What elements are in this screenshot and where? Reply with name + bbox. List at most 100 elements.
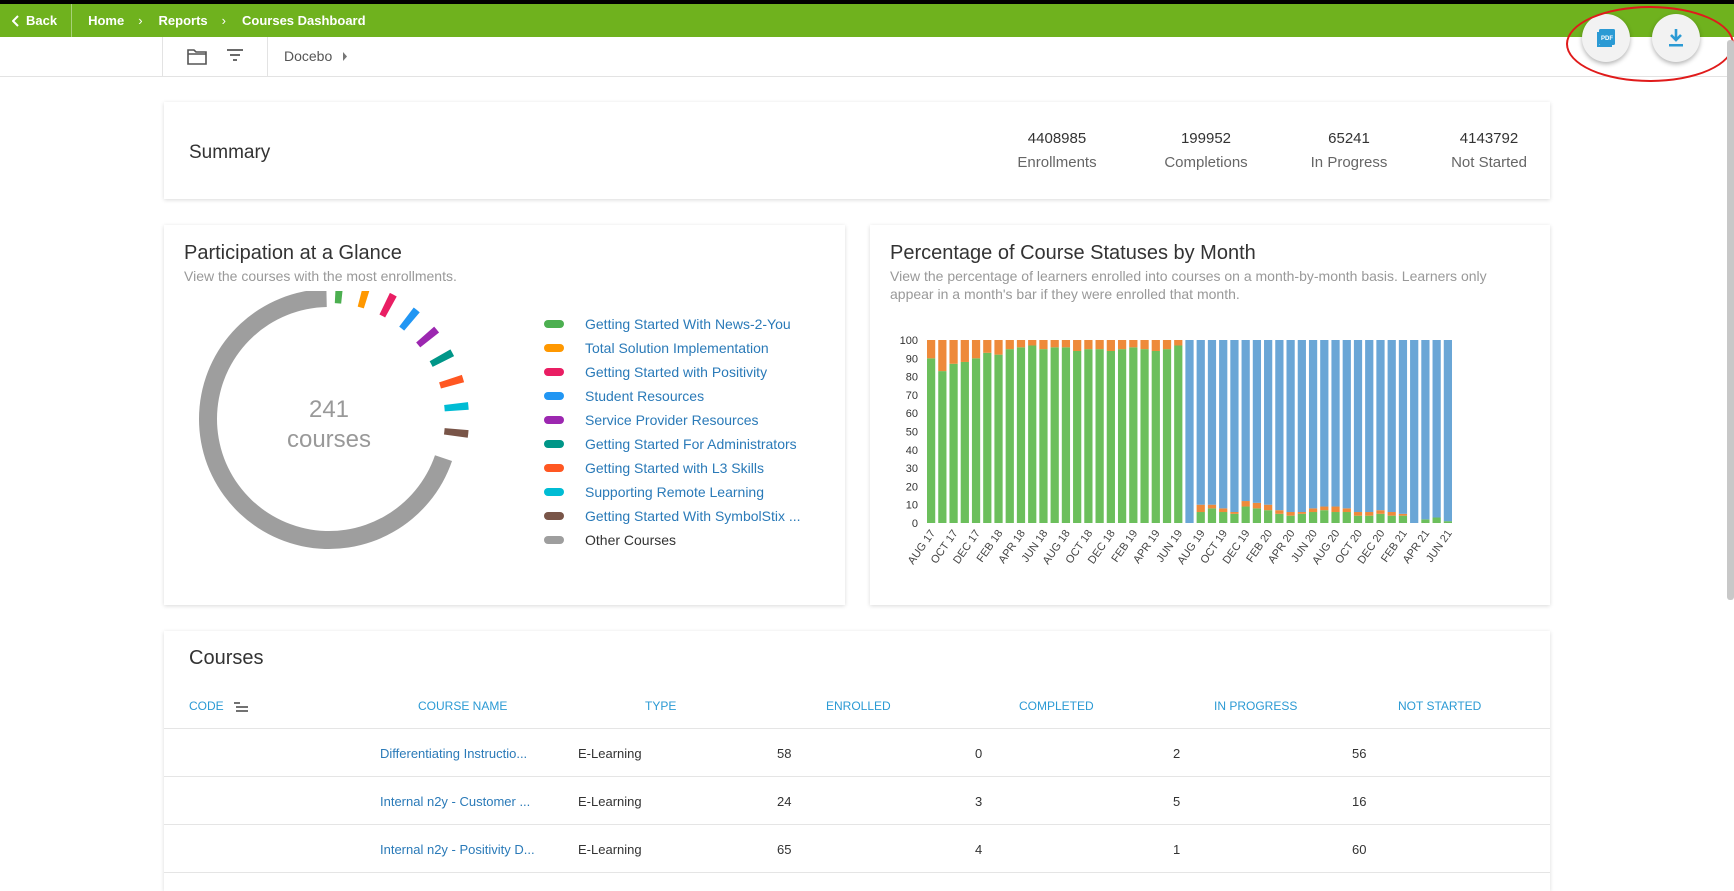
bar-segment[interactable] <box>1117 340 1127 350</box>
bar-segment[interactable] <box>938 340 947 372</box>
donut-slice[interactable] <box>429 349 455 367</box>
bar-segment[interactable] <box>1365 340 1374 513</box>
table-row[interactable]: Internal n2y - Positivity D... E-Learnin… <box>164 825 1550 873</box>
legend-item[interactable]: Supporting Remote Learning <box>544 480 801 504</box>
table-row[interactable]: Differentiating Instructio... E-Learning… <box>164 729 1550 777</box>
bar-segment[interactable] <box>1264 510 1273 523</box>
bar-segment[interactable] <box>1286 340 1295 513</box>
bar-segment[interactable] <box>1387 512 1396 516</box>
bar-segment[interactable] <box>1174 345 1183 523</box>
bar-segment[interactable] <box>1219 508 1228 513</box>
bar-segment[interactable] <box>1320 340 1329 507</box>
bar-segment[interactable] <box>1207 504 1217 509</box>
bar-segment[interactable] <box>1264 504 1273 511</box>
bar-segment[interactable] <box>1230 513 1239 523</box>
legend-item[interactable]: Getting Started With SymbolStix ... <box>544 504 801 528</box>
column-header-completed[interactable]: COMPLETED <box>1019 699 1094 713</box>
bar-segment[interactable] <box>1387 515 1396 523</box>
bar-segment[interactable] <box>1432 340 1441 518</box>
cell-course-name[interactable]: Internal n2y - Positivity D... <box>380 842 535 857</box>
legend-item[interactable]: Getting Started with Positivity <box>544 360 801 384</box>
bar-segment[interactable] <box>1286 515 1295 523</box>
bar-segment[interactable] <box>1028 345 1037 523</box>
bar-segment[interactable] <box>1398 513 1408 516</box>
bar-segment[interactable] <box>1061 347 1071 523</box>
bar-segment[interactable] <box>1084 349 1093 523</box>
bar-segment[interactable] <box>1196 504 1205 513</box>
bar-segment[interactable] <box>949 363 958 523</box>
column-header-in-progress[interactable]: IN PROGRESS <box>1214 699 1298 713</box>
bar-segment[interactable] <box>1230 340 1239 513</box>
column-header-type[interactable]: TYPE <box>645 699 677 713</box>
legend-item[interactable]: Getting Started with L3 Skills <box>544 456 801 480</box>
bar-segment[interactable] <box>1387 340 1396 513</box>
column-header-code[interactable]: CODE <box>189 699 249 713</box>
bar-segment[interactable] <box>1129 340 1138 348</box>
bar-segment[interactable] <box>994 354 1003 523</box>
bar-segment[interactable] <box>1095 349 1104 523</box>
bar-segment[interactable] <box>1207 508 1217 523</box>
bar-segment[interactable] <box>1331 340 1340 507</box>
legend-item[interactable]: Getting Started With News-2-You <box>544 312 801 336</box>
bar-segment[interactable] <box>1073 350 1082 523</box>
legend-item[interactable]: Service Provider Resources <box>544 408 801 432</box>
bar-segment[interactable] <box>1230 512 1239 514</box>
bar-segment[interactable] <box>1308 512 1318 523</box>
bar-segment[interactable] <box>1376 513 1385 523</box>
bar-segment[interactable] <box>1443 340 1452 522</box>
bar-segment[interactable] <box>1297 513 1306 523</box>
legend-item[interactable]: Student Resources <box>544 384 801 408</box>
bar-segment[interactable] <box>1106 340 1115 351</box>
bar-segment[interactable] <box>1095 340 1104 350</box>
bar-segment[interactable] <box>938 371 947 523</box>
bar-segment[interactable] <box>927 358 936 523</box>
bar-segment[interactable] <box>1039 340 1048 350</box>
bar-segment[interactable] <box>1286 512 1295 516</box>
branch-selector[interactable]: Docebo <box>284 48 348 64</box>
bar-segment[interactable] <box>1297 512 1306 514</box>
page-scrollbar[interactable] <box>1727 40 1734 600</box>
bar-segment[interactable] <box>1005 349 1014 523</box>
bar-segment[interactable] <box>1140 349 1149 523</box>
bar-segment[interactable] <box>983 340 992 353</box>
column-header-enrolled[interactable]: ENROLLED <box>826 699 891 713</box>
bar-segment[interactable] <box>1117 349 1127 523</box>
bar-segment[interactable] <box>1353 515 1363 523</box>
bar-segment[interactable] <box>1162 340 1172 350</box>
bar-segment[interactable] <box>1241 501 1250 507</box>
back-button[interactable]: Back <box>0 4 73 37</box>
table-row[interactable]: Internal n2y - Customer ... E-Learning 2… <box>164 777 1550 825</box>
bar-segment[interactable] <box>1376 510 1385 514</box>
bar-segment[interactable] <box>1073 340 1082 351</box>
legend-item[interactable]: Other Courses <box>544 528 801 552</box>
bar-segment[interactable] <box>1252 502 1262 509</box>
legend-item[interactable]: Getting Started For Administrators <box>544 432 801 456</box>
bar-segment[interactable] <box>1162 349 1172 523</box>
bar-segment[interactable] <box>1365 515 1374 523</box>
bar-segment[interactable] <box>1241 506 1250 523</box>
cell-course-name[interactable]: Internal n2y - Customer ... <box>380 794 531 809</box>
bar-segment[interactable] <box>1050 340 1059 348</box>
bar-segment[interactable] <box>1421 519 1430 523</box>
bar-segment[interactable] <box>1331 512 1340 523</box>
bar-segment[interactable] <box>1016 347 1026 523</box>
donut-slice[interactable] <box>399 307 420 331</box>
donut-slice[interactable] <box>357 291 371 309</box>
bar-segment[interactable] <box>1196 340 1205 505</box>
bar-segment[interactable] <box>960 361 969 523</box>
bar-segment[interactable] <box>1174 340 1183 346</box>
bar-segment[interactable] <box>1275 513 1284 523</box>
bar-segment[interactable] <box>1353 512 1363 516</box>
bar-segment[interactable] <box>1005 340 1014 350</box>
column-header-course-name[interactable]: COURSE NAME <box>418 699 508 713</box>
bar-segment[interactable] <box>1342 340 1351 509</box>
donut-slice[interactable] <box>379 292 397 318</box>
filter-icon[interactable] <box>226 48 244 62</box>
bar-segment[interactable] <box>1365 512 1374 516</box>
bar-segment[interactable] <box>1129 347 1138 523</box>
bar-segment[interactable] <box>960 340 969 362</box>
bar-segment[interactable] <box>1151 350 1160 523</box>
breadcrumb-reports[interactable]: Reports <box>158 13 208 28</box>
donut-slice[interactable] <box>334 291 344 304</box>
donut-slice[interactable] <box>439 374 465 389</box>
